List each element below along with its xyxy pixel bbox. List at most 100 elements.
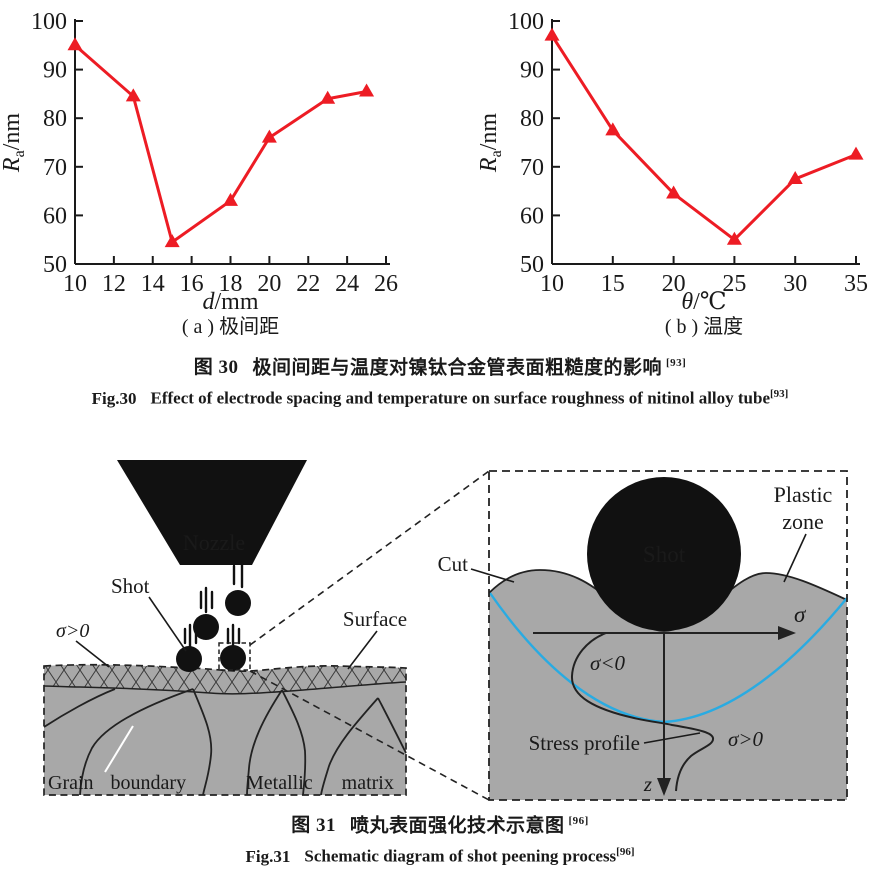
x-tick-label: 20	[257, 271, 281, 297]
shot-pointer-line	[148, 596, 187, 652]
zoom-inset-rect	[218, 642, 251, 671]
fig30-text-zh: 极间间距与温度对镍钛合金管表面粗糙度的影响	[252, 357, 662, 379]
series-marker	[125, 88, 141, 102]
fig30-caption-en: Fig.30 Effect of electrode spacing and te…	[0, 389, 880, 407]
y-tick-label: 70	[520, 155, 544, 181]
fig30-number-en: Fig.30	[91, 388, 137, 408]
shot-peening-diagram: Grain boundary Metallic matrix Nozzle Sh…	[43, 460, 848, 801]
fig31-caption-zh: 图 31 喷丸表面强化技术示意图 [96]	[0, 815, 880, 837]
panel-caption: ( a ) 极间距	[182, 315, 279, 338]
fig31-number-zh: 图 31	[291, 815, 336, 837]
surface-band-bottom-edge	[43, 681, 407, 695]
fig31-caption: 图 31 喷丸表面强化技术示意图 [96] Fig.31 Schematic diag…	[0, 816, 880, 865]
shot-ball	[220, 645, 246, 671]
z-axis-label: z	[643, 772, 652, 796]
series-marker	[666, 185, 682, 199]
x-tick-label: 10	[540, 271, 564, 297]
fig31-number-en: Fig.31	[245, 846, 291, 866]
y-tick-label: 70	[43, 155, 67, 181]
fig31-caption-en: Fig.31 Schematic diagram of shot peening …	[0, 847, 880, 865]
sigma-positive-left-pointer	[75, 640, 110, 668]
grain-boundary-line	[79, 688, 194, 796]
motion-lines-group	[199, 586, 214, 614]
motion-lines-group	[226, 623, 241, 649]
y-tick-label: 60	[520, 203, 544, 229]
grain-boundary-line	[320, 697, 379, 796]
shot-balls	[176, 590, 251, 672]
surface-label: Surface	[343, 607, 407, 631]
y-tick-label: 60	[43, 203, 67, 229]
chart-b: 10 15 20 25 30 35 50 60 70 80 90 100 θ/℃ Ra/nm ( b ) 温…	[476, 9, 868, 338]
shot-ball	[193, 614, 219, 640]
nozzle-label: Nozzle	[183, 530, 245, 555]
nozzle-shape	[117, 460, 307, 565]
x-tick-label: 10	[63, 271, 87, 297]
grain-boundary-pointer-line	[104, 725, 134, 773]
z-axis-arrowhead	[657, 778, 671, 796]
inset-dashed-border	[488, 470, 848, 801]
series-marker	[164, 234, 180, 248]
series-marker	[261, 129, 277, 143]
sigma-positive-left-label: σ>0	[56, 620, 89, 642]
x-tick-label: 26	[374, 271, 398, 297]
plastic-zone-label-line1: Plastic	[774, 482, 833, 507]
chart-panel-a: 10 12 14 16 18 20 22 24 26 50 60 70 80 90 100 d/mm Ra/nm…	[0, 9, 398, 338]
y-tick-label: 90	[43, 58, 67, 84]
zoom-connector-bottom	[249, 670, 490, 801]
series-line	[550, 34, 857, 242]
chart-a: 10 12 14 16 18 20 22 24 26 50 60 70 80 90 100 d/mm Ra/nm…	[0, 9, 398, 338]
x-tick-label: 22	[296, 271, 320, 297]
cut-label: Cut	[438, 552, 469, 576]
series-marker	[605, 122, 621, 136]
x-tick-label: 12	[102, 271, 126, 297]
x-tick-label: 20	[662, 271, 686, 297]
fig30-caption-zh: 图 30 极间间距与温度对镍钛合金管表面粗糙度的影响 [93]	[0, 357, 880, 379]
y-axis-label: Ra/nm	[476, 113, 505, 173]
x-tick-label: 35	[844, 271, 868, 297]
sigma-axis-arrowhead	[778, 626, 796, 640]
x-tick-label: 15	[601, 271, 625, 297]
cut-pointer-line	[470, 568, 515, 583]
y-axis-label: Ra/nm	[0, 113, 28, 173]
grain-boundary-label: Grain boundary	[48, 772, 186, 794]
sigma-axis-label: σ	[794, 602, 807, 627]
grain-boundary-lines	[43, 688, 407, 796]
plastic-zone-label-line2: zone	[782, 509, 824, 534]
surface-pointer-line	[347, 630, 378, 670]
x-tick-label: 18	[219, 271, 243, 297]
series-marker	[726, 231, 742, 245]
y-tick-label: 80	[43, 106, 67, 132]
plastic-zone-pointer-line	[783, 533, 807, 583]
inset-material-body	[489, 570, 847, 800]
shot-ball	[176, 646, 202, 672]
stress-profile-pointer-line	[643, 732, 701, 744]
sigma-positive-right-label: σ>0	[728, 727, 764, 751]
fig31-text-zh: 喷丸表面强化技术示意图	[349, 815, 565, 837]
inset-shot-ball	[587, 477, 741, 631]
motion-lines-group	[232, 561, 244, 589]
shot-ball	[225, 590, 251, 616]
series-marker	[223, 192, 238, 206]
grain-boundary-line	[377, 697, 407, 754]
x-axis-label: d/mm	[202, 289, 258, 315]
series-marker	[544, 27, 560, 41]
x-tick-label: 25	[722, 271, 746, 297]
grain-boundary-line	[281, 689, 307, 796]
y-tick-label: 80	[520, 106, 544, 132]
x-tick-label: 24	[335, 271, 359, 297]
series-marker	[67, 37, 83, 51]
stress-profile-curve	[570, 632, 714, 792]
fig30-ref-en: [93]	[770, 388, 789, 401]
fig31-ref-en: [96]	[616, 846, 635, 859]
series-marker	[320, 90, 336, 104]
fig30-ref-zh: [93]	[665, 357, 687, 369]
y-tick-label: 50	[520, 252, 544, 278]
hatched-surface-band	[44, 664, 406, 694]
sigma-negative-label: σ<0	[590, 651, 626, 675]
grain-boundary-line	[43, 688, 116, 728]
series-marker	[848, 146, 864, 160]
matrix-block-dashed-border	[43, 663, 407, 796]
fig31-ref-zh: [96]	[568, 815, 589, 827]
fig30-caption: 图 30 极间间距与温度对镍钛合金管表面粗糙度的影响 [93] Fig.30 Effe…	[0, 358, 880, 407]
y-tick-label: 90	[520, 58, 544, 84]
